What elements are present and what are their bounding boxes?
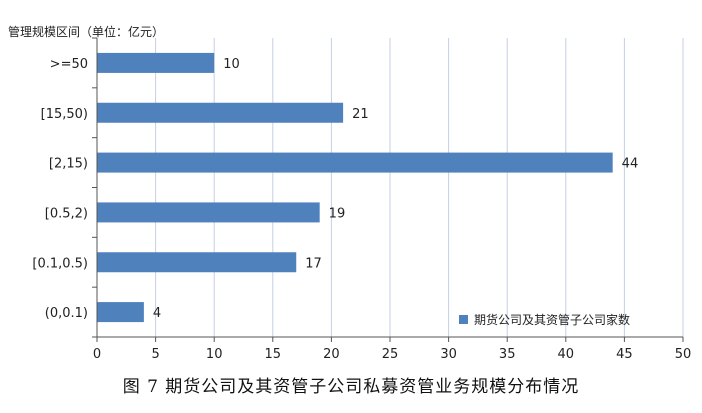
data-label: 19 (329, 206, 346, 221)
x-tick-label: 10 (206, 347, 223, 362)
legend: 期货公司及其资管子公司家数 (459, 312, 630, 327)
figure-caption: 图 7 期货公司及其资管子公司私募资管业务规模分布情况 (122, 377, 580, 397)
y-tick-label: [2,15) (49, 157, 88, 172)
x-tick-label: 20 (323, 347, 340, 362)
axes (92, 37, 684, 342)
bars (97, 52, 613, 323)
x-tick-label: 35 (499, 347, 516, 362)
chart-title: 管理规模区间（单位：亿元） (8, 24, 164, 39)
bar (97, 302, 144, 323)
data-label: 10 (223, 57, 240, 72)
bar (97, 202, 320, 223)
bar (97, 152, 613, 173)
y-tick-label: [15,50) (41, 107, 88, 122)
x-tick-label: 25 (382, 347, 399, 362)
data-label: 17 (305, 256, 322, 271)
y-tick-label: >=50 (50, 57, 88, 72)
bar (97, 102, 344, 123)
x-tick-label: 50 (675, 347, 692, 362)
bar (97, 252, 297, 273)
legend-label: 期货公司及其资管子公司家数 (474, 312, 630, 327)
x-tick-label: 40 (558, 347, 575, 362)
x-tick-label: 0 (93, 347, 101, 362)
legend-swatch (459, 315, 468, 324)
data-label: 44 (622, 157, 639, 172)
y-tick-label: (0,0.1) (45, 306, 88, 321)
grid (155, 38, 684, 337)
bar (97, 52, 215, 73)
y-tick-label: [0.1,0.5) (32, 256, 88, 271)
x-tick-label: 30 (440, 347, 457, 362)
x-tick-label: 15 (265, 347, 282, 362)
labels: 0 5 10 15 20 25 30 35 40 45 50 >=50 10 [15,50) 21 [2,15… (32, 57, 691, 362)
x-tick-label: 45 (616, 347, 633, 362)
x-tick-label: 5 (151, 347, 159, 362)
data-label: 4 (153, 306, 161, 321)
data-label: 21 (352, 107, 369, 122)
y-tick-label: [0.5,2) (45, 206, 88, 221)
